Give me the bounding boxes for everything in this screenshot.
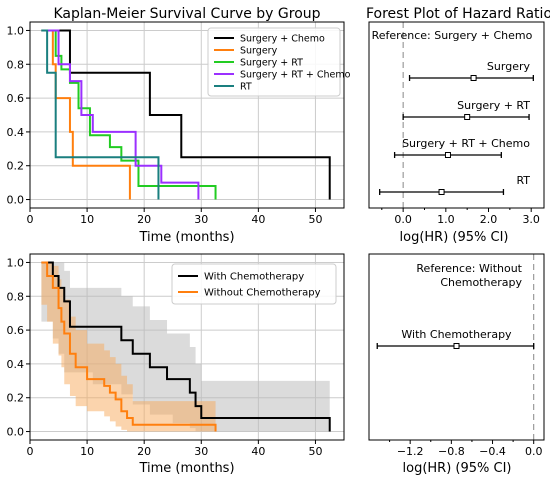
row-label: Surgery + RT + Chemo — [402, 137, 530, 150]
legend-label: Surgery — [240, 46, 278, 57]
km-groups-title: Kaplan-Meier Survival Curve by Group — [53, 6, 320, 22]
km-chemo-frame — [29, 253, 345, 441]
estimate-marker — [470, 75, 477, 81]
estimate-marker — [453, 343, 460, 349]
km-chemo-series — [41, 261, 331, 432]
km-chemo-bands — [41, 262, 330, 432]
row-label: Surgery + RT — [457, 99, 530, 112]
y-tick-label: 0.0 — [7, 194, 25, 207]
survival-line — [41, 29, 131, 200]
estimate-marker — [464, 114, 471, 120]
x-tick-label: 30 — [194, 445, 208, 458]
x-tick-label: 1.0 — [437, 213, 455, 226]
x-tick-label: 50 — [308, 445, 322, 458]
x-tick-label: 0.0 — [525, 445, 543, 458]
x-tick-label: 50 — [308, 213, 322, 226]
forest-groups-annotation: Reference: Surgery + Chemo — [372, 29, 533, 42]
row-label: With Chemotherapy — [401, 328, 512, 341]
survival-line — [41, 261, 331, 432]
y-tick-label: 0.2 — [7, 160, 25, 173]
forest-chemo-annotation-line-1: Reference: Without — [416, 262, 522, 275]
legend-box — [171, 263, 337, 305]
x-tick-label: 3.0 — [522, 213, 540, 226]
x-tick-label: 2.0 — [480, 213, 498, 226]
survival-line — [41, 29, 200, 200]
legend-box — [207, 27, 341, 97]
km-groups-xlabel: Time (months) — [138, 230, 234, 245]
forest-groups-title: Forest Plot of Hazard Ratio — [366, 6, 550, 22]
row-label: Surgery — [487, 60, 531, 73]
x-tick-label: 40 — [251, 213, 265, 226]
legend-label: RT — [240, 82, 252, 93]
estimate-marker — [438, 189, 445, 195]
forest-groups-panel: Forest Plot of Hazard Ratio SurgerySurge… — [366, 6, 550, 245]
km-chemo-legend: With Chemotherapy Without Chemotherapy — [171, 263, 337, 305]
forest-groups-ticks: 0.0 1.0 2.0 3.0 — [381, 208, 540, 226]
x-tick-label: 40 — [251, 445, 265, 458]
y-tick-label: 0.2 — [7, 392, 25, 405]
legend-label: Surgery + Chemo — [240, 34, 325, 45]
estimate-marker — [444, 152, 451, 158]
legend-label: Surgery + RT — [240, 58, 303, 69]
km-groups-frame — [29, 21, 345, 209]
x-tick-label: 0 — [27, 213, 34, 226]
survival-line — [41, 29, 331, 200]
x-tick-label: −0.8 — [438, 445, 465, 458]
row-label: RT — [516, 174, 530, 187]
survival-line — [41, 261, 217, 432]
forest-chemo-xlabel: log(HR) (95% CI) — [403, 461, 512, 476]
forest-groups-frame — [368, 21, 545, 209]
legend-label: With Chemotherapy — [204, 272, 304, 283]
km-chemo-panel: 0 10 20 30 40 50 0.0 0.2 0.4 0.6 0.8 1.0 Time (mont… — [7, 253, 345, 476]
y-tick-label: 0.0 — [7, 426, 25, 439]
x-tick-label: 30 — [194, 213, 208, 226]
x-tick-label: −0.4 — [479, 445, 506, 458]
km-groups-series — [41, 29, 331, 200]
y-tick-label: 0.6 — [7, 324, 25, 337]
y-tick-label: 1.0 — [7, 256, 25, 269]
confidence-band — [41, 262, 330, 432]
km-groups-ticks: 0 10 20 30 40 50 0.0 0.2 0.4 0.6 0.8 1.0 — [7, 24, 323, 226]
forest-chemo-frame — [368, 253, 545, 441]
km-groups-panel: Kaplan-Meier Survival Curve by Group 0 10… — [7, 6, 351, 245]
x-tick-label: −1.2 — [397, 445, 424, 458]
y-tick-label: 1.0 — [7, 24, 25, 37]
y-tick-label: 0.6 — [7, 92, 25, 105]
y-tick-label: 0.4 — [7, 126, 25, 139]
forest-groups-xlabel: log(HR) (95% CI) — [400, 230, 509, 245]
y-tick-label: 0.8 — [7, 58, 25, 71]
survival-line — [41, 29, 217, 200]
y-tick-label: 0.4 — [7, 358, 25, 371]
forest-chemo-panel: With Chemotherapy −1.2 −0.8 −0.4 0.0 Refere… — [368, 253, 545, 476]
forest-chemo-body: With Chemotherapy — [376, 254, 535, 440]
x-tick-label: 20 — [137, 445, 151, 458]
x-tick-label: 10 — [80, 213, 94, 226]
forest-chemo-annotation-line-2: Chemotherapy — [440, 276, 522, 289]
km-chemo-ticks: 0 10 20 30 40 50 0.0 0.2 0.4 0.6 0.8 1.0 — [7, 256, 323, 458]
forest-groups-body: Surgery Surgery + RT Surgery + RT + Chemo R… — [379, 22, 534, 208]
x-tick-label: 20 — [137, 213, 151, 226]
forest-chemo-ticks: −1.2 −0.8 −0.4 0.0 — [389, 440, 543, 458]
legend-label: Surgery + RT + Chemo — [240, 70, 351, 81]
x-tick-label: 10 — [80, 445, 94, 458]
confidence-band — [41, 262, 216, 432]
x-tick-label: 0 — [27, 445, 34, 458]
km-chemo-xlabel: Time (months) — [138, 461, 234, 476]
legend-label: Without Chemotherapy — [204, 288, 321, 299]
x-tick-label: 0.0 — [394, 213, 412, 226]
y-tick-label: 0.8 — [7, 290, 25, 303]
survival-line — [41, 29, 160, 200]
